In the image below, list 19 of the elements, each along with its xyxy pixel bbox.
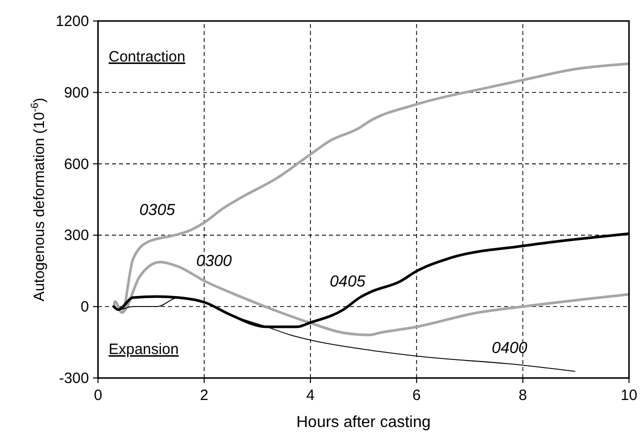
series-label: 0400 [492,340,528,358]
x-tick-label: 10 [620,387,638,404]
x-tick-label: 2 [200,387,208,404]
y-tick-label: -300 [58,370,89,387]
y-tick-label: 900 [64,84,89,102]
series-label: 0305 [139,202,176,219]
x-tick-label: 8 [518,387,527,404]
x-tick-label: 0 [94,387,102,404]
y-tick-label: 600 [64,156,89,173]
x-tick-label: 4 [306,387,315,404]
annotation: Expansion [108,341,179,358]
x-tick-label: 6 [412,387,421,404]
y-tick-label: 0 [80,298,89,316]
annotation: Contraction [108,48,186,66]
series-label: 0300 [196,253,232,270]
y-tick-label: 1200 [56,13,89,30]
series-label: 0405 [330,273,366,290]
x-axis-title: Hours after casting [296,414,431,431]
y-tick-label: 300 [64,227,89,244]
